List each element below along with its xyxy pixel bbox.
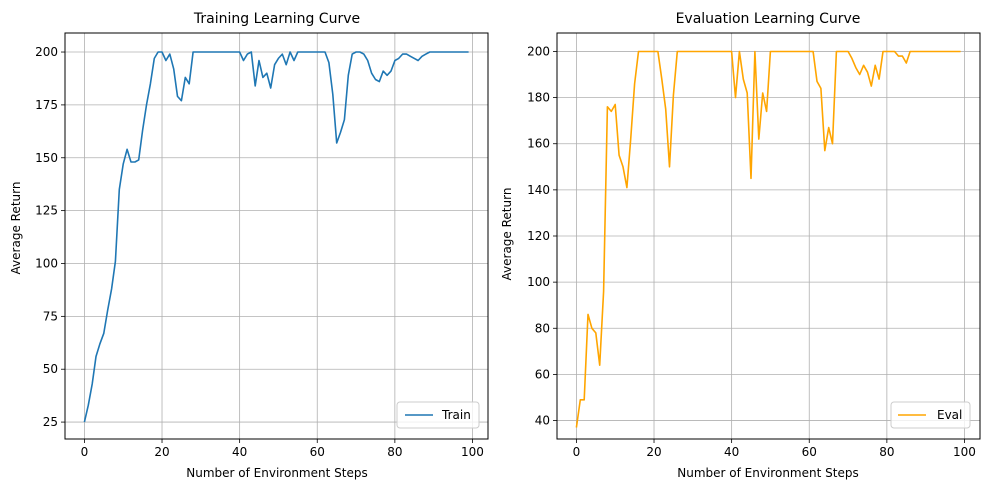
training-chart-title: Training Learning Curve xyxy=(193,11,360,27)
evaluation-x-axis-label: Number of Environment Steps xyxy=(677,466,858,480)
evaluation-grid xyxy=(557,33,980,439)
evaluation-chart-panel: Evaluation Learning Curve 0 20 40 60 80 100 40… xyxy=(500,11,981,480)
training-x-axis-label: Number of Environment Steps xyxy=(186,466,367,480)
training-plot-frame xyxy=(64,32,489,440)
training-y-tick-label: 50 xyxy=(43,362,58,376)
training-ticks: 0 20 40 60 80 100 25 50 75 100 125 150 175 200 xyxy=(35,45,484,459)
training-x-tick-label: 80 xyxy=(387,445,402,459)
evaluation-y-tick-label: 40 xyxy=(535,414,550,428)
training-series-line xyxy=(83,51,469,423)
training-y-tick-label: 25 xyxy=(43,415,58,429)
evaluation-y-tick-label: 180 xyxy=(527,91,550,105)
training-y-tick-label: 175 xyxy=(35,98,58,112)
evaluation-chart-title: Evaluation Learning Curve xyxy=(676,11,861,27)
training-x-tick-label: 100 xyxy=(461,445,484,459)
evaluation-y-tick-label: 60 xyxy=(535,367,550,381)
training-x-tick-label: 20 xyxy=(154,445,169,459)
training-y-axis-label: Average Return xyxy=(9,182,23,275)
training-chart-panel: Training Learning Curve 0 20 40 60 80 100 25 50… xyxy=(9,11,489,480)
training-y-tick-label: 200 xyxy=(35,45,58,59)
training-x-tick-label: 0 xyxy=(81,445,89,459)
training-series xyxy=(83,51,469,423)
training-x-tick-label: 60 xyxy=(310,445,325,459)
evaluation-series-line xyxy=(575,50,961,428)
evaluation-x-tick-label: 40 xyxy=(724,445,739,459)
training-y-tick-label: 150 xyxy=(35,151,58,165)
evaluation-y-tick-label: 140 xyxy=(527,183,550,197)
evaluation-y-axis-label: Average Return xyxy=(500,188,514,281)
evaluation-ticks: 0 20 40 60 80 100 40 60 80 100 120 140 160 180 200 xyxy=(527,44,976,459)
training-legend-label: Train xyxy=(441,408,471,422)
evaluation-series xyxy=(575,50,961,428)
evaluation-legend-box xyxy=(890,401,971,429)
evaluation-y-tick-label: 100 xyxy=(527,275,550,289)
training-x-tick-label: 40 xyxy=(232,445,247,459)
evaluation-x-tick-label: 20 xyxy=(646,445,661,459)
evaluation-x-tick-label: 100 xyxy=(953,445,976,459)
evaluation-legend-label: Eval xyxy=(937,408,962,422)
evaluation-x-tick-label: 80 xyxy=(879,445,894,459)
evaluation-y-tick-label: 160 xyxy=(527,137,550,151)
evaluation-y-tick-label: 80 xyxy=(535,321,550,335)
evaluation-x-tick-label: 60 xyxy=(802,445,817,459)
evaluation-x-tick-label: 0 xyxy=(573,445,581,459)
training-y-tick-label: 75 xyxy=(43,309,58,323)
training-legend: Train xyxy=(396,401,480,429)
training-legend-box xyxy=(396,401,480,429)
training-y-tick-label: 100 xyxy=(35,256,58,270)
evaluation-y-tick-label: 120 xyxy=(527,229,550,243)
evaluation-y-tick-label: 200 xyxy=(527,44,550,58)
evaluation-legend: Eval xyxy=(890,401,971,429)
training-grid xyxy=(65,33,488,439)
training-y-tick-label: 125 xyxy=(35,204,58,218)
